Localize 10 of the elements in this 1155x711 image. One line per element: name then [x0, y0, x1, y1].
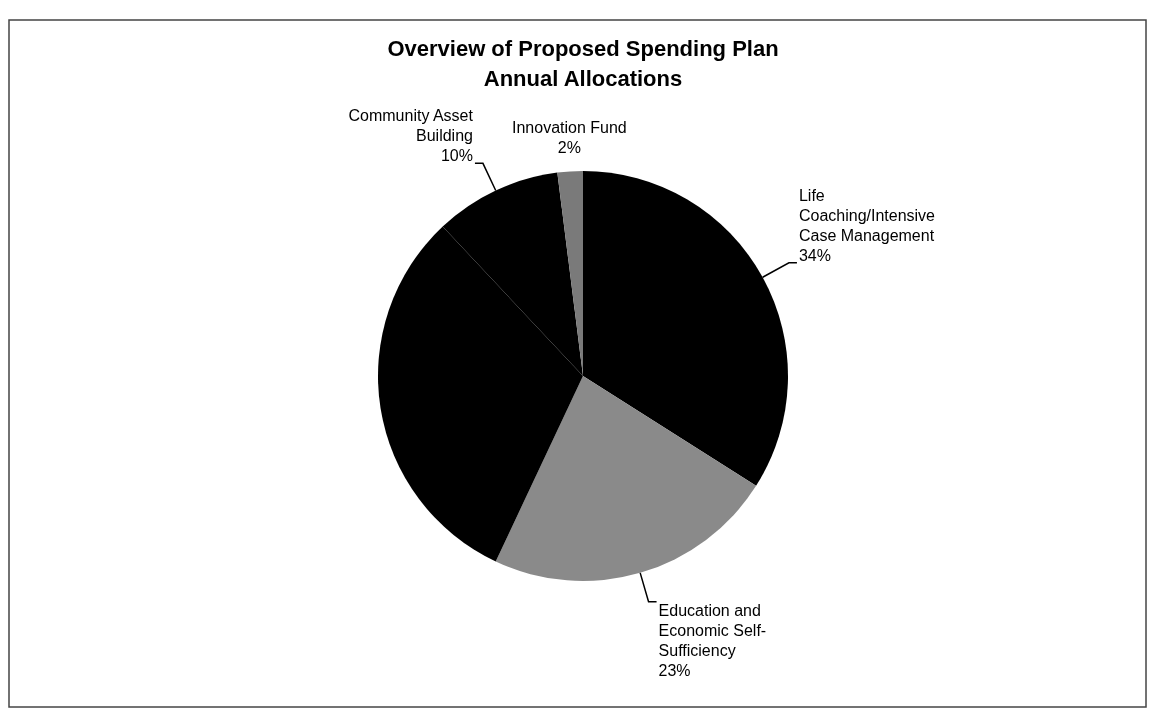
data-label: 23%	[658, 661, 691, 679]
slice-label: Community Asset Building	[348, 107, 474, 145]
data-label: 34%	[798, 246, 831, 264]
slice-label: Education and Economic Self-Sufficiency	[658, 601, 767, 659]
slice-label: Innovation Fund	[512, 119, 627, 137]
slice-label: Life Coaching/Intensive Case Management	[798, 186, 936, 244]
pie-slice	[495, 376, 757, 581]
data-label: 10%	[440, 147, 473, 165]
chart-title: Overview of Proposed Spending Plan Annual Allocations	[387, 36, 779, 91]
data-label: 2%	[557, 139, 581, 157]
